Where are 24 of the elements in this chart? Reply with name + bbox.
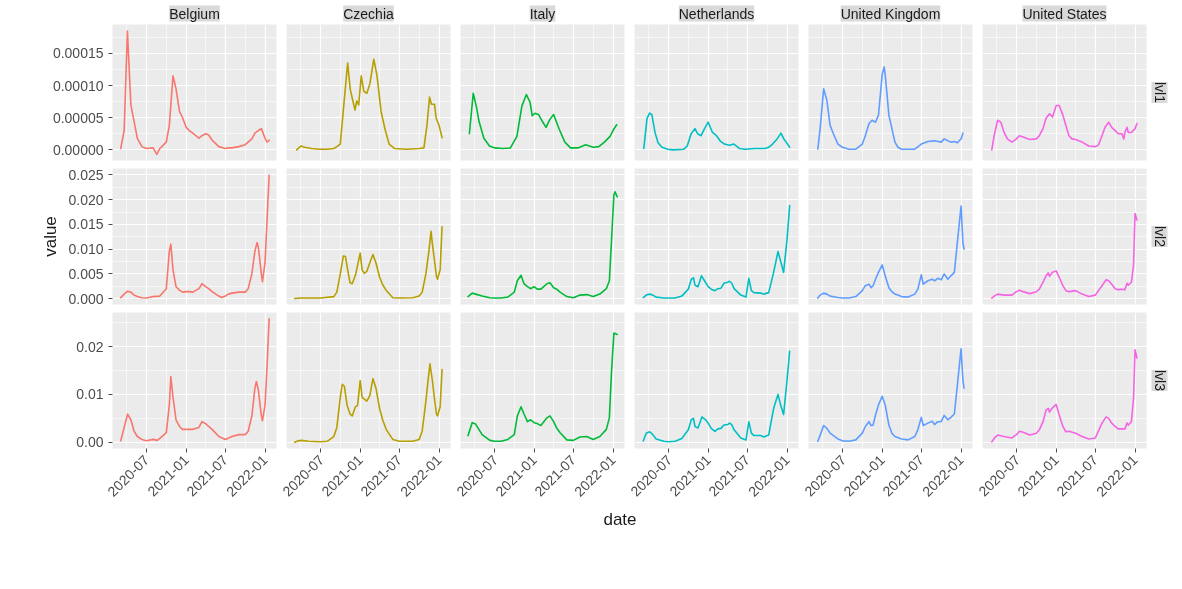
y-tick-label: 0.015 [68, 216, 104, 233]
y-tick-label: 0.010 [68, 241, 104, 258]
chart-title: Netherlands [678, 5, 755, 22]
y-tick-label: 0.00015 [52, 45, 104, 62]
y-tick-label: 0.025 [68, 166, 104, 183]
chart-title: Italy [529, 5, 556, 22]
text: lvl3 [1151, 370, 1168, 392]
text: lvl1 [1151, 82, 1168, 104]
y-tick-label: 0.00 [76, 434, 104, 451]
y-tick-label: 0.00010 [52, 77, 104, 94]
chart-title: Czechia [343, 5, 394, 22]
y-tick-label: 0.00000 [52, 141, 104, 158]
y-tick-label: 0.020 [68, 191, 104, 208]
chart-title: United States [1022, 5, 1107, 22]
chart-title: United Kingdom [840, 5, 941, 22]
text: lvl2 [1151, 226, 1168, 248]
y-tick-label: 0.00005 [52, 109, 104, 126]
y-tick-label: 0.000 [68, 290, 104, 307]
chart-title: Belgium [169, 5, 220, 22]
y-tick-label: 0.02 [76, 338, 104, 355]
x-axis-title: date [603, 509, 637, 531]
y-axis-title: value [41, 216, 61, 257]
y-tick-label: 0.005 [68, 265, 104, 282]
y-tick-label: 0.01 [76, 386, 104, 403]
